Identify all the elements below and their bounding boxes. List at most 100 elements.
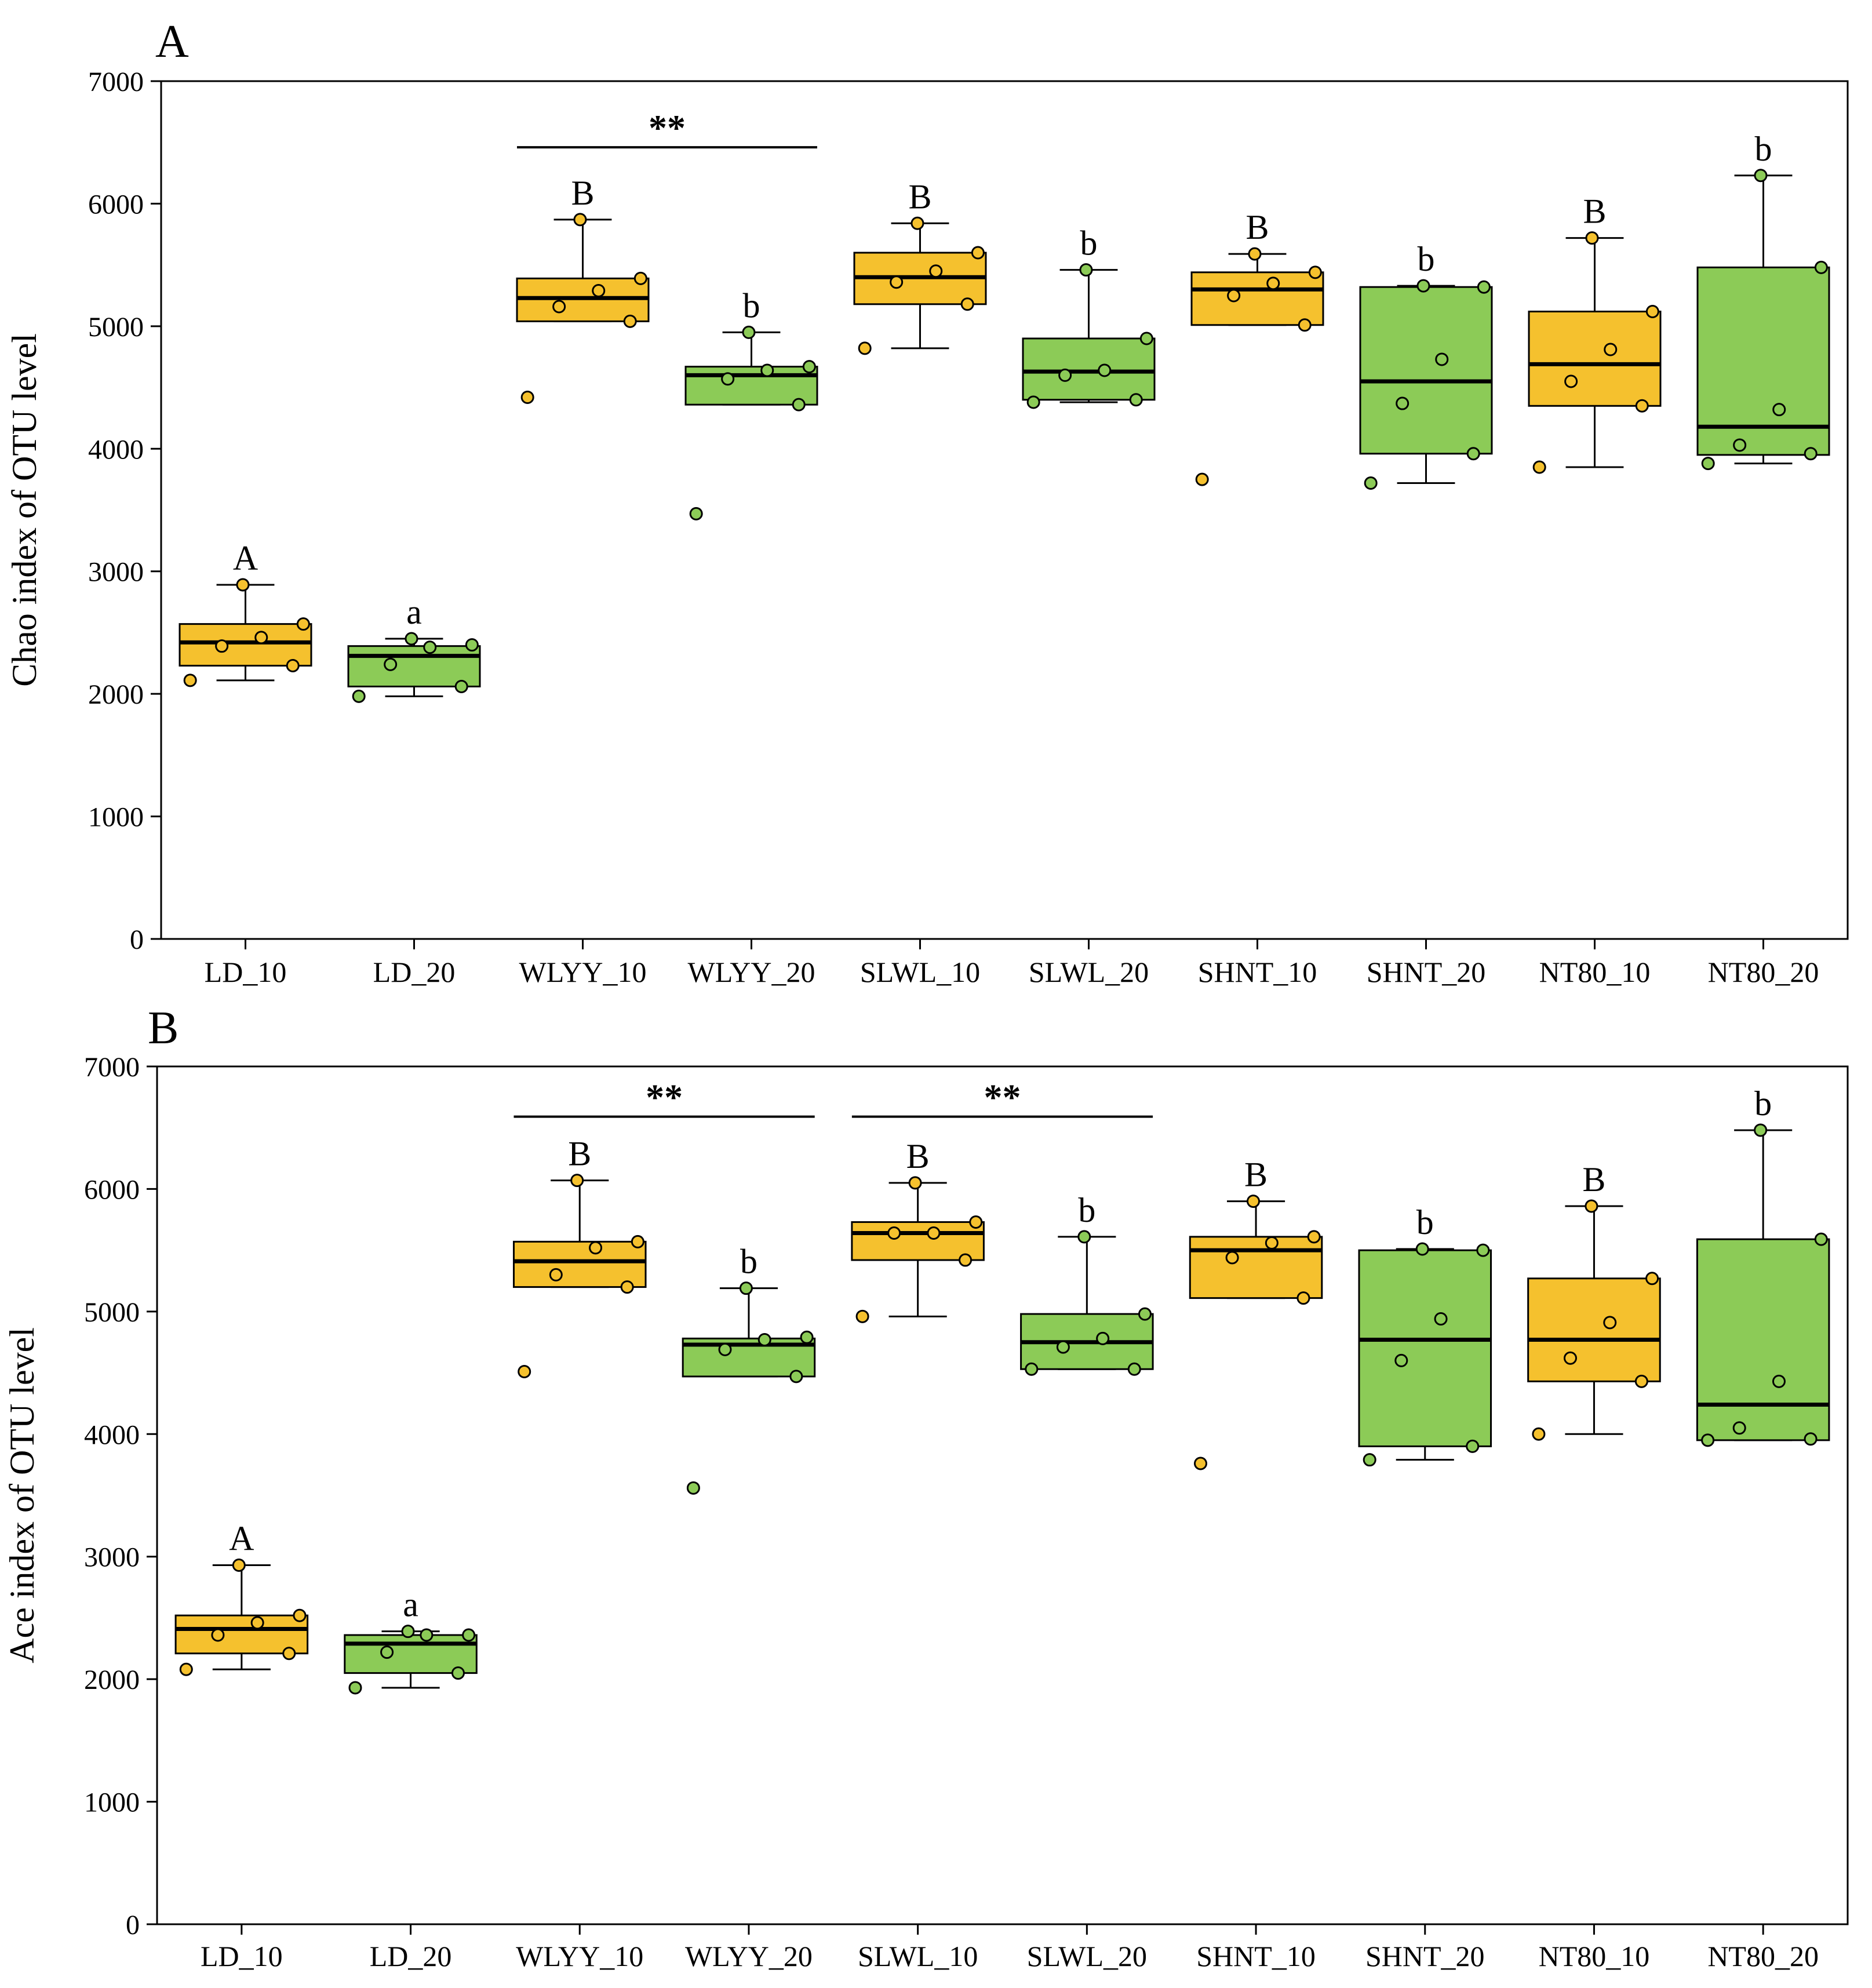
significance-letter: B [908, 177, 931, 216]
iqr-box [1358, 1249, 1492, 1447]
data-point [293, 1608, 307, 1622]
data-point [1058, 368, 1072, 382]
data-point [179, 1662, 193, 1676]
data-point [789, 1370, 803, 1383]
data-point [1466, 1439, 1480, 1453]
category-label: SHNT_20 [1367, 956, 1486, 988]
data-point [348, 1681, 362, 1695]
data-point [1139, 332, 1153, 345]
significance-letter: a [403, 1586, 418, 1624]
data-point [1532, 460, 1546, 474]
category-label: LD_20 [373, 956, 456, 988]
iqr-box [512, 1240, 647, 1288]
significance-letter: b [740, 1243, 757, 1281]
box-wlyy-20: b [684, 286, 818, 520]
data-point [1585, 1199, 1598, 1213]
data-point [1804, 1432, 1818, 1446]
plot-frame [160, 80, 1849, 940]
box-nt80-10: B [1528, 192, 1662, 474]
significance-letter: B [906, 1137, 930, 1175]
box-ld-20: a [347, 593, 481, 703]
data-point [1225, 1251, 1239, 1265]
data-point [296, 617, 310, 631]
data-point [1733, 438, 1747, 452]
panel-b-chart: B Ace index of OTU level 0 1000 2000 3000 4000… [3, 1003, 1849, 1972]
significance-stars: ** [649, 107, 686, 148]
data-point [1096, 1331, 1110, 1345]
y-tick-label: 4000 [84, 1419, 140, 1450]
data-point [1772, 1374, 1786, 1388]
category-label: NT80_10 [1539, 1940, 1650, 1972]
significance-letter: B [568, 1135, 591, 1173]
data-point [1098, 363, 1112, 377]
data-point [686, 1481, 700, 1495]
data-point [620, 1280, 634, 1294]
significance-letter: b [1078, 1191, 1095, 1229]
significance-letter: b [1418, 240, 1435, 278]
significance-letter: b [1754, 1084, 1772, 1123]
data-point [1056, 1340, 1070, 1354]
significance-letter: B [1244, 1156, 1268, 1194]
data-point [1195, 472, 1209, 486]
data-point [254, 631, 268, 645]
data-point [183, 673, 197, 687]
data-point [1193, 1457, 1207, 1470]
data-point [552, 300, 566, 314]
data-point [1308, 265, 1322, 279]
box-ld-10: A [174, 1520, 309, 1676]
data-point [739, 1281, 753, 1295]
iqr-box [1022, 337, 1156, 401]
data-point [1772, 403, 1786, 417]
data-point [760, 363, 774, 377]
y-tick-label: 0 [126, 1910, 140, 1940]
data-point [1265, 1236, 1279, 1250]
box-shnt-20: b [1359, 240, 1493, 490]
category-label: LD_10 [201, 1940, 283, 1972]
data-point [1127, 1362, 1141, 1376]
data-point [855, 1309, 869, 1323]
category-label: WLYY_10 [516, 1940, 643, 1972]
significance-letter: a [406, 593, 422, 631]
box-slwl-20: b [1022, 224, 1156, 409]
y-axis-label: Chao index of OTU level [5, 333, 43, 687]
y-axis-label: Ace index of OTU level [3, 1327, 41, 1663]
data-point [454, 679, 468, 693]
y-tick-label: 7000 [84, 1052, 140, 1083]
data-point [1296, 1291, 1310, 1305]
data-point [518, 1364, 531, 1378]
data-point [1732, 1421, 1746, 1435]
data-point [1814, 1232, 1828, 1246]
iqr-box [1359, 286, 1493, 455]
iqr-box [684, 366, 818, 406]
data-point [352, 689, 366, 703]
data-point [689, 507, 703, 520]
box-nt80-20: b [1696, 1084, 1830, 1447]
y-tick-label: 1000 [84, 1787, 140, 1818]
data-point [1466, 447, 1480, 461]
data-point [1603, 1316, 1617, 1330]
category-label: WLYY_20 [688, 956, 815, 988]
data-point [908, 1176, 922, 1190]
significance-stars: ** [984, 1077, 1021, 1118]
category-label: LD_20 [370, 1940, 452, 1972]
data-point [1604, 343, 1618, 356]
data-point [960, 297, 974, 311]
data-point [282, 1647, 296, 1661]
data-point [215, 639, 229, 653]
iqr-box [347, 645, 481, 687]
data-point [423, 640, 437, 654]
category-label: NT80_20 [1708, 956, 1819, 988]
data-point [959, 1253, 973, 1267]
category-label: LD_10 [205, 956, 287, 988]
iqr-box [851, 1221, 985, 1261]
category-label: SLWL_10 [860, 956, 980, 988]
data-point [1564, 374, 1578, 388]
data-point [1079, 263, 1093, 277]
data-point [1701, 457, 1715, 471]
box-shnt-10: B [1189, 1156, 1323, 1470]
category-label: NT80_10 [1539, 956, 1651, 988]
data-point [631, 1235, 644, 1248]
data-point [451, 1666, 465, 1680]
data-point [1804, 447, 1818, 461]
data-point [1476, 1243, 1490, 1257]
